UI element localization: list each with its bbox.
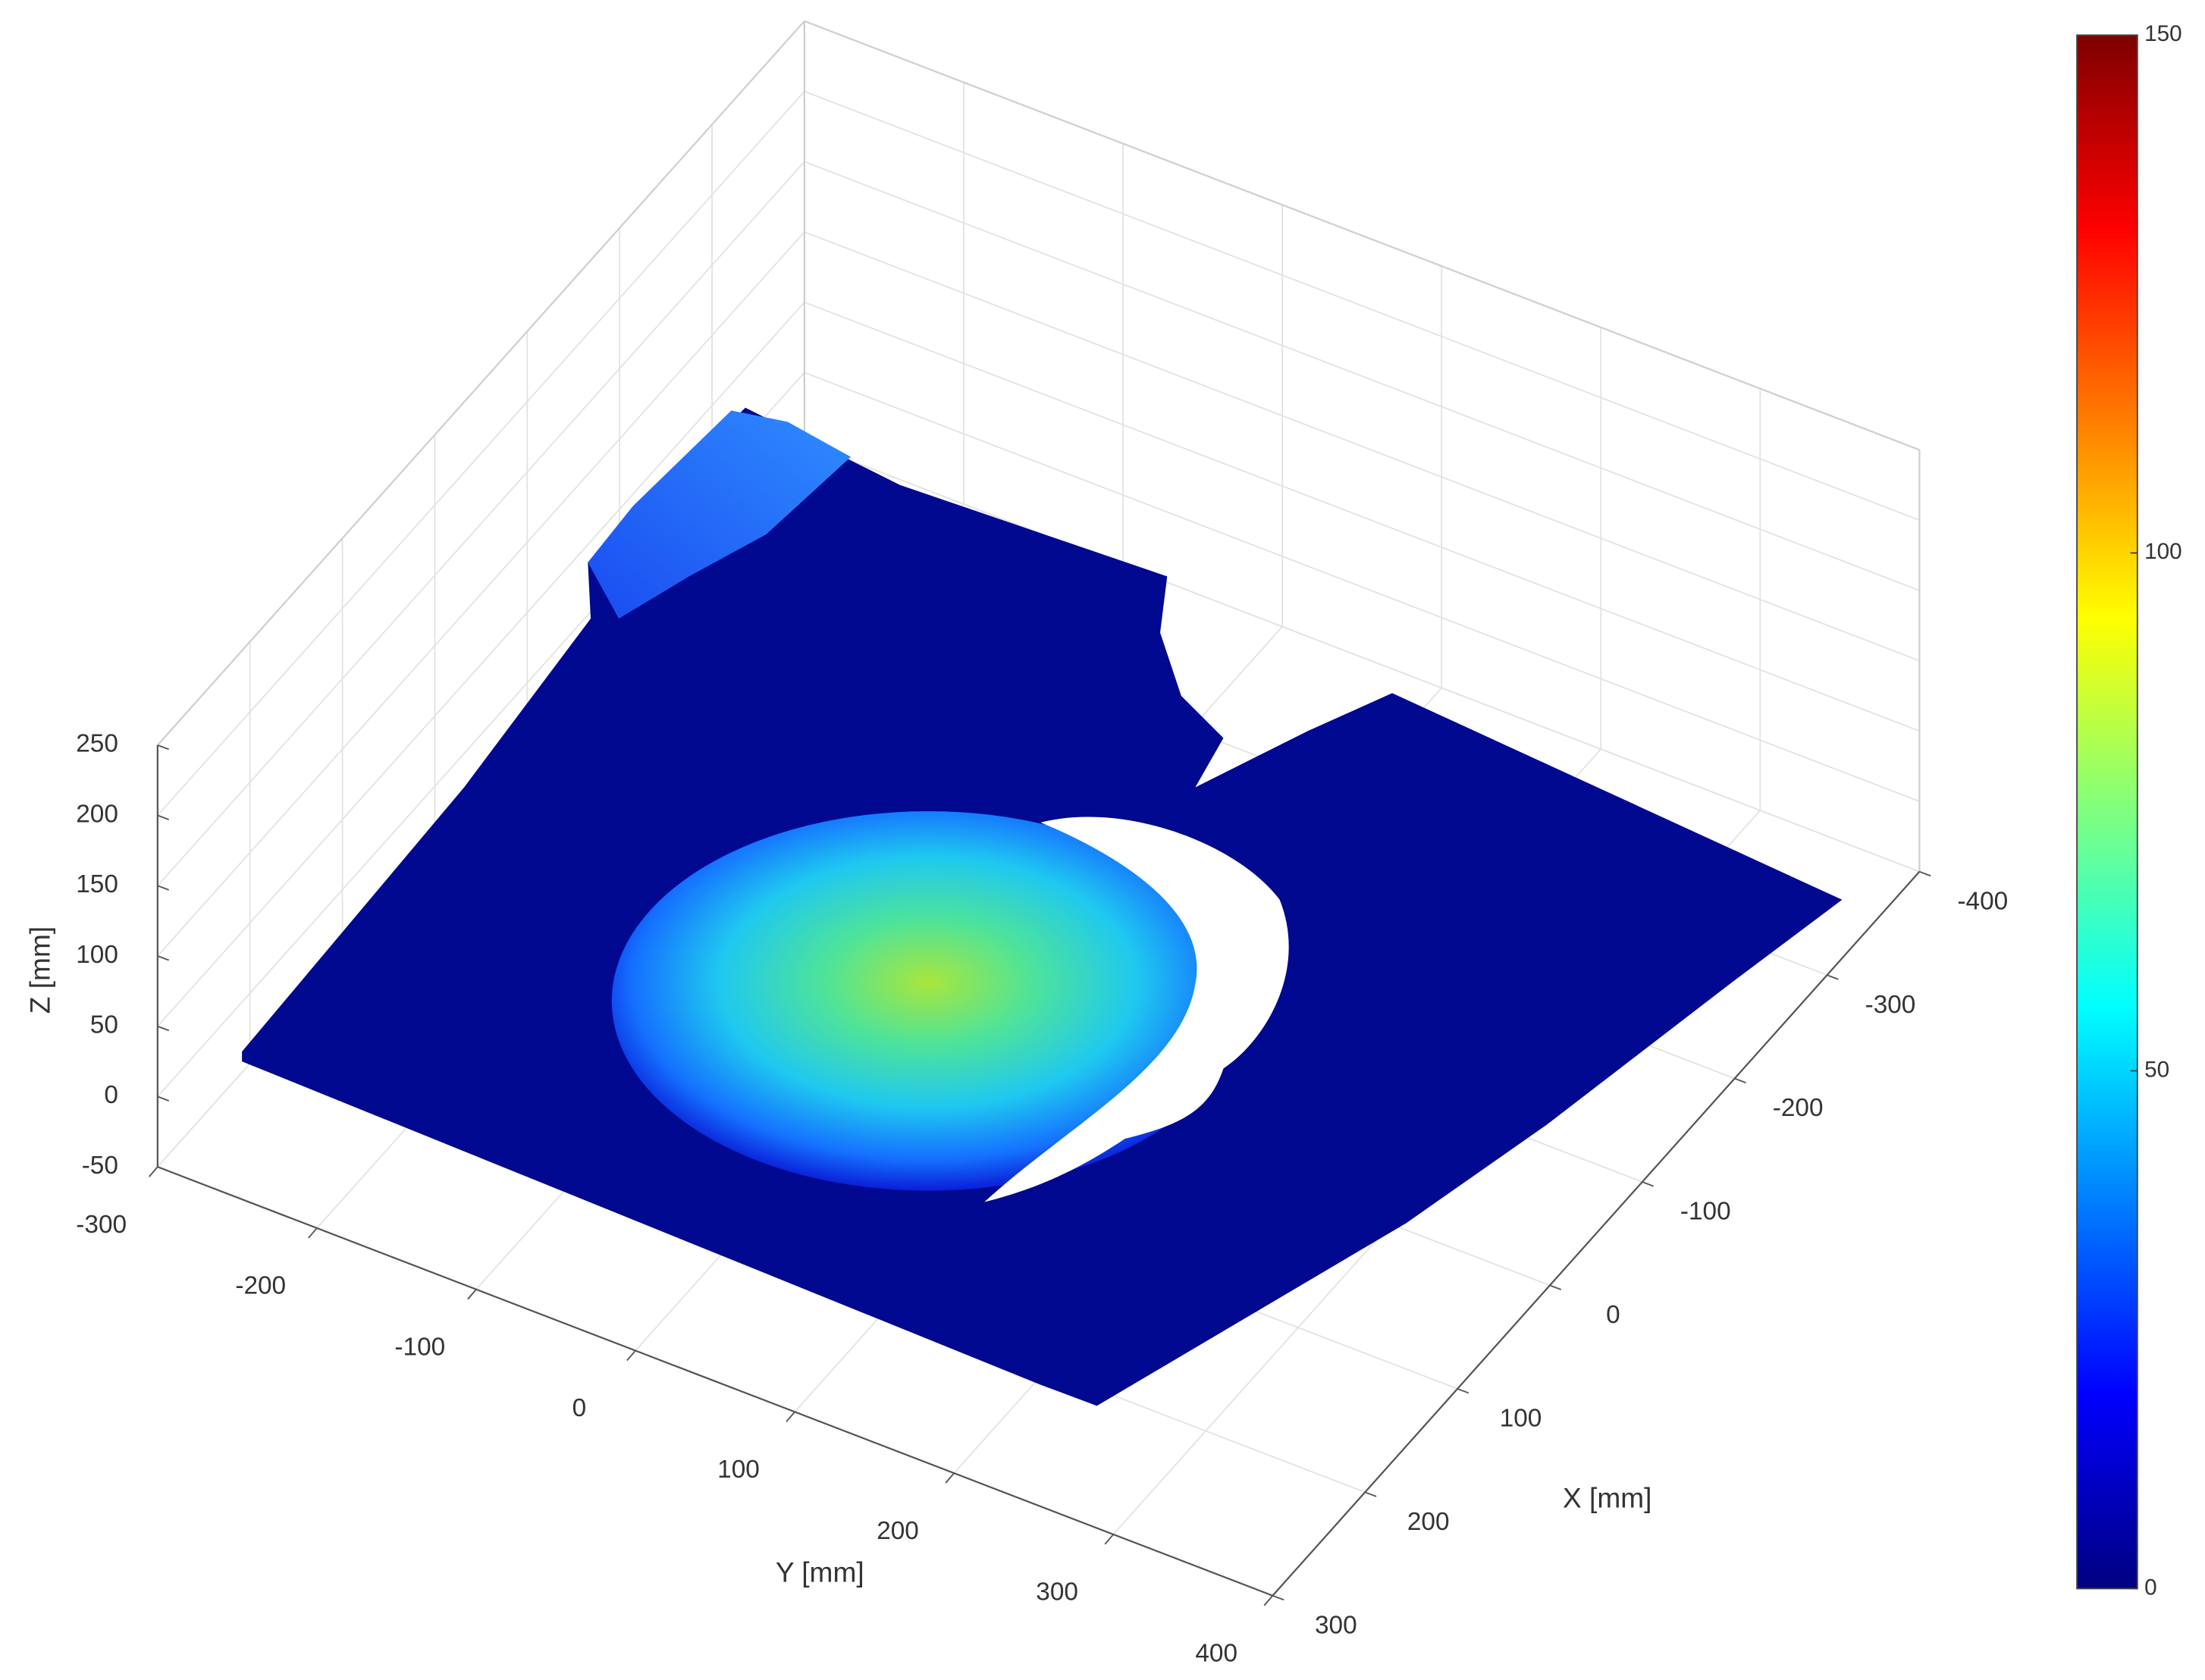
y-tick-label: 400 xyxy=(1195,1639,1237,1667)
shadow-gap xyxy=(984,816,1289,1202)
box-edge xyxy=(157,20,805,746)
x-tick-label: 0 xyxy=(1606,1301,1620,1329)
z-tick xyxy=(157,1095,170,1102)
x-tick-label: 300 xyxy=(1315,1611,1357,1639)
x-tick-label: -100 xyxy=(1680,1198,1731,1226)
x-tick xyxy=(1549,1284,1562,1290)
z-axis-title: Z [mm] xyxy=(24,926,56,1014)
y-tick xyxy=(149,1166,158,1177)
y-tick-label: -200 xyxy=(235,1272,286,1300)
axes: -400 -300 -200 -100 0 100 200 300 -300 -200 -100 0 1… xyxy=(76,730,2008,1668)
y-tick-label: 300 xyxy=(1036,1578,1078,1606)
mound xyxy=(611,810,1245,1191)
y-tick-label: -100 xyxy=(394,1333,445,1361)
z-tick-label: 100 xyxy=(76,941,118,969)
grid-line xyxy=(157,161,805,886)
x-tick-label: 100 xyxy=(1500,1404,1542,1432)
colorbar-tick-label: 100 xyxy=(2144,539,2181,564)
z-tick-label: 0 xyxy=(104,1081,118,1109)
y-tick xyxy=(467,1289,477,1300)
x-tick-label: -400 xyxy=(1957,887,2008,915)
z-tick xyxy=(157,744,170,751)
y-tick-label: 100 xyxy=(717,1456,760,1484)
box-edge xyxy=(804,20,1920,451)
z-tick xyxy=(157,1025,170,1032)
x-axis-title: X [mm] xyxy=(1563,1481,1651,1513)
y-axis-title: Y [mm] xyxy=(776,1556,864,1588)
grid-line xyxy=(804,301,1920,732)
y-tick-label: 0 xyxy=(572,1394,587,1422)
y-tick-label: -300 xyxy=(76,1211,127,1239)
grid-line xyxy=(804,371,1920,802)
point-cloud xyxy=(242,407,1843,1406)
grid-line xyxy=(804,161,1920,591)
grid-line xyxy=(804,442,1920,873)
grid-line xyxy=(157,90,805,816)
colorbar: 0 50 100 150 xyxy=(2076,21,2182,1600)
y-tick xyxy=(786,1411,795,1422)
x-tick-label: -200 xyxy=(1773,1094,1824,1122)
z-tick-label: -50 xyxy=(82,1152,118,1180)
colorbar-tick-label: 50 xyxy=(2144,1057,2169,1082)
z-tick xyxy=(157,885,170,891)
y-tick-label: 200 xyxy=(877,1517,919,1545)
y-tick xyxy=(1263,1595,1274,1606)
grid-line xyxy=(804,231,1920,662)
raised-patch xyxy=(588,410,852,619)
x-tick-label: 200 xyxy=(1407,1508,1450,1536)
x-tick xyxy=(1827,974,1839,980)
z-tick-label: 50 xyxy=(90,1011,118,1039)
x-tick xyxy=(1734,1077,1746,1084)
y-tick xyxy=(1104,1534,1115,1545)
z-tick xyxy=(157,814,170,820)
y-axis xyxy=(157,1166,1273,1597)
colorbar-scale xyxy=(2076,34,2138,1590)
x-axis xyxy=(1272,870,1921,1597)
y-tick xyxy=(945,1472,955,1484)
z-tick-label: 250 xyxy=(76,730,118,758)
x-tick xyxy=(1272,1594,1284,1601)
x-tick xyxy=(1364,1491,1377,1497)
z-tick-label: 150 xyxy=(76,870,118,898)
y-tick xyxy=(308,1227,318,1239)
grid-line xyxy=(157,302,805,1027)
x-tick-label: -300 xyxy=(1865,991,1916,1019)
x-tick xyxy=(1457,1388,1469,1394)
grid-line xyxy=(157,231,805,957)
colorbar-tick-label: 150 xyxy=(2144,21,2181,46)
z-tick-label: 200 xyxy=(76,800,118,828)
z-tick xyxy=(157,955,170,961)
y-tick xyxy=(626,1349,636,1362)
x-tick xyxy=(1642,1181,1654,1187)
grid-line xyxy=(804,90,1920,521)
x-tick xyxy=(1919,870,1931,877)
colorbar-tick-label: 0 xyxy=(2144,1575,2157,1600)
